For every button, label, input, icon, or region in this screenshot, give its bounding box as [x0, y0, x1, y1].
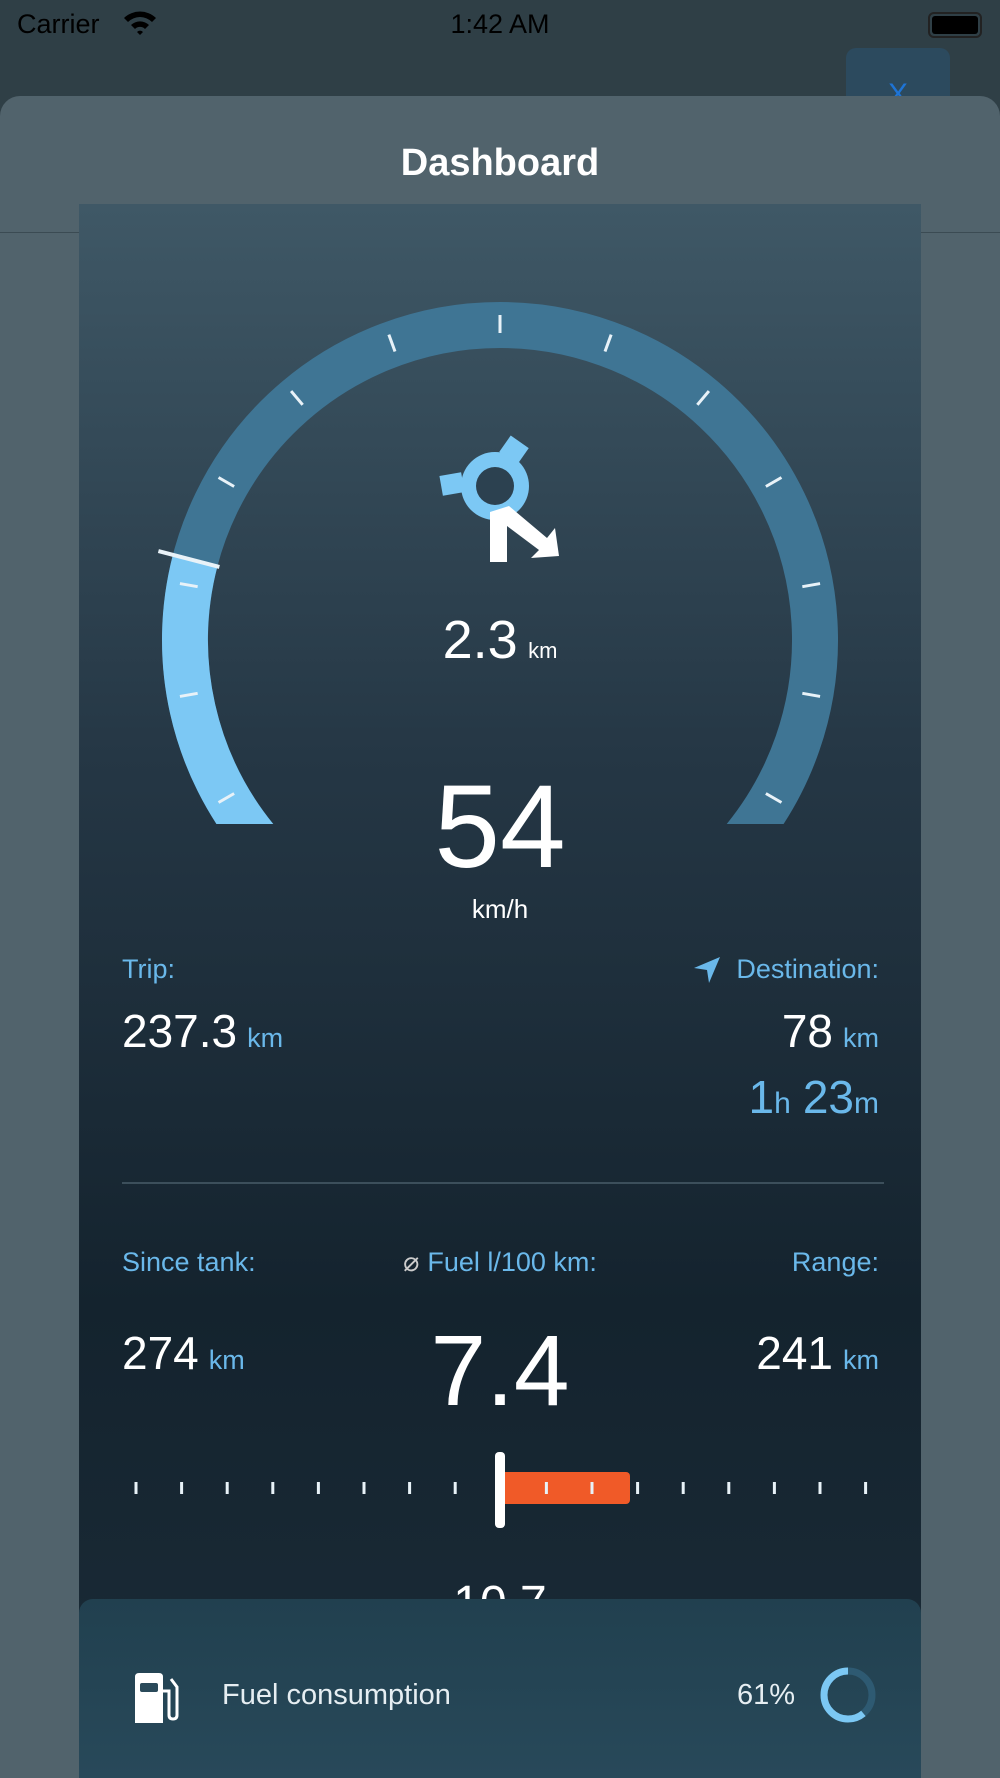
range-label: Range:	[791, 1247, 879, 1277]
gauge-tick	[765, 476, 783, 488]
eta-hours-unit: h	[774, 1087, 791, 1120]
destination-distance-unit: km	[843, 1023, 879, 1053]
gauge-tick	[802, 691, 821, 698]
fuel-deviation-bar	[500, 1472, 630, 1504]
gauge-tick	[765, 792, 783, 804]
trip-value: 237.3 km	[122, 1004, 283, 1058]
gauge-tick	[217, 792, 235, 804]
destination-label: Destination:	[692, 954, 879, 985]
section-divider	[122, 1182, 884, 1184]
fuel-consumption-label: Fuel consumption	[222, 1679, 451, 1711]
destination-eta: 1h 23m	[749, 1070, 879, 1124]
destination-distance: 78 km	[782, 1004, 879, 1058]
clock: 1:42 AM	[450, 9, 550, 39]
fuel-progress-ring	[820, 1667, 876, 1723]
fuel-pump-icon	[135, 1673, 179, 1723]
fuel-scale	[134, 1452, 868, 1528]
gauge-tick	[179, 691, 198, 698]
eta-minutes-unit: m	[854, 1087, 879, 1120]
trip-number: 237.3	[122, 1005, 238, 1057]
gauge-tick	[802, 582, 821, 589]
trip-label: Trip:	[122, 954, 175, 984]
wifi-icon	[124, 11, 156, 35]
fuel-consumption-card[interactable]: Fuel consumption 61%	[79, 1599, 921, 1778]
eta-minutes: 23	[802, 1071, 854, 1123]
range-unit: km	[843, 1345, 879, 1375]
destination-label-text: Destination:	[736, 954, 879, 984]
status-bar: Carrier 1:42 AM	[0, 0, 1000, 50]
dashboard-panel: 2.3 km 54 km/h Trip: 237.3 km Destination…	[79, 204, 921, 1778]
carrier-label: Carrier	[17, 9, 100, 39]
fuel-average-value: 7.4	[430, 1315, 570, 1427]
dashboard-sheet: Dashboard 2.3 km 54 km/h Trip: 237.3 km D…	[0, 96, 1000, 1778]
fuel-label: ⌀ Fuel l/100 km:	[79, 1247, 921, 1278]
gauge-tick	[179, 582, 198, 589]
gauge-tick	[603, 334, 613, 353]
gauge-fill	[162, 554, 274, 824]
speed-gauge	[157, 302, 838, 824]
fuel-consumption-percent: 61%	[737, 1679, 796, 1711]
average-icon: ⌀	[403, 1247, 420, 1277]
fuel-average-needle	[495, 1452, 505, 1528]
gauge-tick	[289, 390, 304, 406]
trip-unit: km	[247, 1023, 284, 1053]
gauge-track	[162, 302, 838, 824]
speed-unit: km/h	[471, 894, 529, 924]
fuel-label-text: Fuel l/100 km:	[427, 1247, 597, 1277]
since-tank-value: 274 km	[122, 1326, 245, 1380]
page-title: Dashboard	[400, 142, 600, 184]
gauge-ticks	[157, 315, 821, 804]
maneuver-distance-value: 2.3	[442, 610, 518, 670]
gauge-tick	[387, 334, 397, 353]
maneuver-distance: 2.3 km	[79, 609, 921, 671]
fuel-progress-fill	[820, 1667, 876, 1723]
gauge-marker	[157, 549, 220, 569]
gauge-tick	[696, 390, 711, 406]
eta-hours: 1	[748, 1071, 775, 1123]
location-arrow-icon	[694, 956, 721, 983]
gauge-tick	[217, 476, 235, 488]
roundabout-exit-right-icon	[439, 435, 559, 562]
destination-distance-value: 78	[781, 1005, 833, 1057]
since-tank-unit: km	[208, 1345, 245, 1375]
battery-icon	[928, 12, 982, 38]
maneuver-distance-unit: km	[528, 638, 558, 663]
fuel-scale-ticks	[134, 1482, 868, 1494]
range-value: 241 km	[756, 1326, 879, 1380]
since-tank-number: 274	[122, 1327, 199, 1379]
since-tank-label: Since tank:	[122, 1247, 256, 1277]
speed-value: 54	[434, 761, 566, 893]
range-number: 241	[756, 1327, 833, 1379]
